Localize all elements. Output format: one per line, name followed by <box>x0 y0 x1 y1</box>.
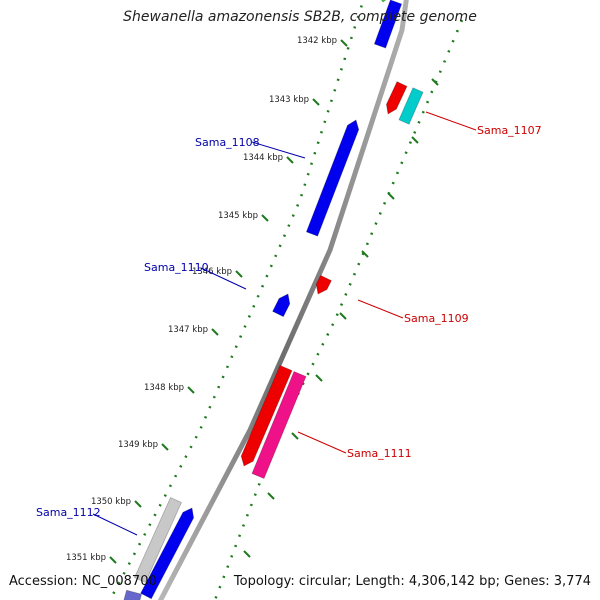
tick-label: 1350 kbp <box>91 497 131 507</box>
forward-gene-bottom <box>123 589 143 600</box>
sama-1108-leader <box>251 141 306 159</box>
sama-1107-label: Sama_1107 <box>477 124 542 137</box>
forward-gene-sama-1108 <box>305 119 360 237</box>
forward-gene-sama-1112 <box>140 507 195 600</box>
sama-1112-leader <box>92 513 138 536</box>
outer-dotted-track <box>213 19 464 600</box>
teal-gene-sama-1107 <box>398 87 424 125</box>
tick-mark <box>261 214 269 222</box>
tick-label: 1343 kbp <box>269 95 309 105</box>
tick-label: 1349 kbp <box>118 440 158 450</box>
outer-tick-mark <box>339 312 347 320</box>
sama-1111-leader <box>297 431 347 454</box>
dotted-tracks <box>108 0 464 600</box>
forward-gene-sama-1110 <box>272 293 291 318</box>
tick-mark <box>235 270 243 278</box>
green-feature-top <box>381 0 387 3</box>
tick-mark <box>211 328 219 336</box>
tick-mark <box>312 98 320 106</box>
inner-dotted-track <box>108 0 365 600</box>
outer-tick-mark <box>411 136 419 144</box>
sama-1112-label: Sama_1112 <box>36 506 101 519</box>
tick-label: 1342 kbp <box>297 36 337 46</box>
tick-label: 1346 kbp <box>192 267 232 277</box>
tick-mark <box>187 386 195 394</box>
reverse-gene-sama-1111a <box>240 364 293 467</box>
sama-1110-leader <box>200 267 247 290</box>
tick-label: 1351 kbp <box>66 553 106 563</box>
sama-1109-leader <box>357 299 404 319</box>
reverse-gene-sama-1107a <box>385 81 408 115</box>
forward-gene-top <box>373 0 403 49</box>
sama-1108-label: Sama_1108 <box>195 136 260 149</box>
genome-backbone <box>157 0 409 600</box>
tick-label: 1347 kbp <box>168 325 208 335</box>
tick-label: 1344 kbp <box>243 153 283 163</box>
outer-tick-mark <box>291 432 299 440</box>
tick-label: 1345 kbp <box>218 211 258 221</box>
tick-mark <box>161 443 169 451</box>
tick-label: 1348 kbp <box>144 383 184 393</box>
gray-feature-sama-1112 <box>133 497 183 583</box>
tick-mark <box>134 500 142 508</box>
sama-1107-leader <box>425 111 477 131</box>
gene-labels: Sama_1107 Sama_1108 Sama_1109 Sama_1110 Sama… <box>36 124 542 519</box>
tick-mark <box>340 39 348 47</box>
accession-text: Accession: NC_008700 <box>9 574 157 589</box>
outer-tick-mark <box>243 550 251 558</box>
outer-tick-mark <box>315 374 323 382</box>
page-title: Shewanella amazonensis SB2B, complete ge… <box>123 9 477 25</box>
sama-1109-label: Sama_1109 <box>404 312 469 325</box>
outer-tick-mark <box>361 250 369 258</box>
label-leaders <box>92 111 477 536</box>
sama-1111-label: Sama_1111 <box>347 447 412 460</box>
outer-tick-mark <box>431 78 439 86</box>
kbp-ticks: 1342 kbp 1343 kbp 1344 kbp 1345 kbp 1346 kbp… <box>66 36 439 564</box>
tick-mark <box>109 556 117 564</box>
reverse-gene-sama-1109 <box>315 274 332 295</box>
outer-tick-mark <box>267 492 275 500</box>
genome-summary-text: Topology: circular; Length: 4,306,142 bp… <box>233 574 591 589</box>
outer-tick-mark <box>387 192 395 200</box>
gene-features <box>123 0 424 600</box>
sama-1110-label: Sama_1110 <box>144 261 209 274</box>
reverse-gene-sama-1111b <box>251 371 307 479</box>
tick-mark <box>286 156 294 164</box>
